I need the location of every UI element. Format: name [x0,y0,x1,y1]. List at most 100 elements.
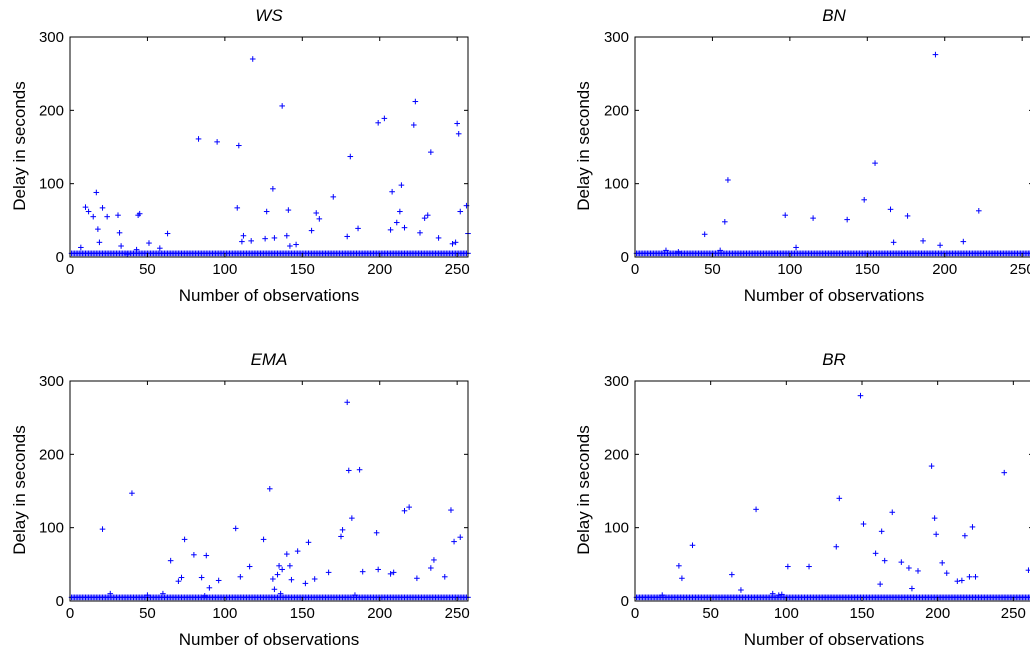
x-tick-label: 0 [66,605,74,622]
data-point [311,576,318,582]
y-tick-label: 300 [604,373,629,390]
data-point [249,56,256,62]
data-point [302,580,309,587]
data-point [932,51,939,58]
x-tick-label: 0 [631,605,639,622]
data-point [349,515,355,521]
data-point [689,542,696,549]
data-point [214,139,220,145]
data-point [339,527,346,533]
data-point [401,508,408,514]
data-point [449,241,456,247]
data-point [232,525,239,532]
data-point [178,574,185,581]
y-tick-label: 100 [39,520,64,537]
data-point [279,566,285,573]
data-point [133,246,140,253]
x-tick-label: 100 [777,261,802,278]
data-point [288,576,295,583]
x-tick-label: 200 [367,261,392,278]
data-point [881,557,888,564]
data-point [960,238,967,245]
data-point [293,241,299,248]
data-point [344,399,351,406]
data-point [129,490,135,496]
data-point [313,210,320,216]
data-point [406,504,412,510]
scatter-series [68,399,471,601]
data-point [206,585,213,591]
data-point [345,467,352,474]
scatter-series [633,392,1030,601]
x-tick-label: 150 [290,261,315,278]
data-point [451,538,457,545]
data-point [441,574,448,580]
y-axis-label: Delay in seconds [10,425,29,554]
data-point [414,575,420,582]
data-point [263,208,270,215]
data-point [457,534,464,540]
data-point [738,587,744,593]
x-tick-label: 50 [139,605,156,622]
data-point [401,224,408,231]
data-point [274,571,281,578]
data-point [778,591,785,598]
data-point [454,120,460,127]
y-axis-label: Delay in seconds [574,81,593,210]
data-point [305,539,312,546]
x-tick-label: 100 [212,605,237,622]
data-point [775,592,782,598]
data-point [246,563,253,570]
x-tick-label: 0 [66,261,74,278]
data-point [387,571,394,577]
x-tick-label: 150 [855,261,880,278]
data-point [906,565,912,571]
data-point [452,239,459,246]
data-point [769,590,776,597]
data-point [308,227,315,234]
data-point [872,550,879,557]
data-point [181,536,188,543]
data-point [753,506,759,513]
axis-ticks: 0 50 100 150 200 250 0 100 200 300 [604,373,1030,622]
data-point [421,215,428,221]
data-point [136,210,143,217]
data-point [898,559,905,565]
data-point [793,244,799,251]
data-point [679,575,685,582]
plot-area [634,36,1030,258]
data-point [118,243,124,249]
data-point [195,136,202,142]
x-tick-label: 0 [631,261,639,278]
data-point [104,213,110,220]
y-axis-label: Delay in seconds [574,425,593,554]
data-point [240,232,247,239]
y-tick-label: 0 [621,249,629,266]
x-tick-label: 150 [290,605,315,622]
data-point [237,574,244,580]
data-point [920,238,926,244]
data-point [389,188,395,195]
data-point [191,552,197,558]
data-point [85,208,92,215]
y-tick-label: 100 [604,176,629,193]
data-point [248,238,254,244]
y-tick-label: 100 [39,176,64,193]
data-point [939,560,946,566]
data-point [347,153,354,160]
y-tick-label: 0 [621,593,629,610]
panel-ema: EMA Delay in seconds Number of observati… [10,350,471,649]
data-point [260,536,267,543]
data-point [325,569,332,576]
data-point [717,247,723,254]
data-point [937,242,943,249]
data-point [167,557,174,564]
scatter-series [633,51,1030,257]
data-point [435,235,442,241]
data-point [675,249,682,255]
y-tick-label: 0 [56,249,64,266]
data-point [157,245,163,251]
data-point [398,182,405,188]
axis-ticks: 0 50 100 150 200 250 0 100 200 300 [39,373,470,622]
data-point [931,515,938,521]
